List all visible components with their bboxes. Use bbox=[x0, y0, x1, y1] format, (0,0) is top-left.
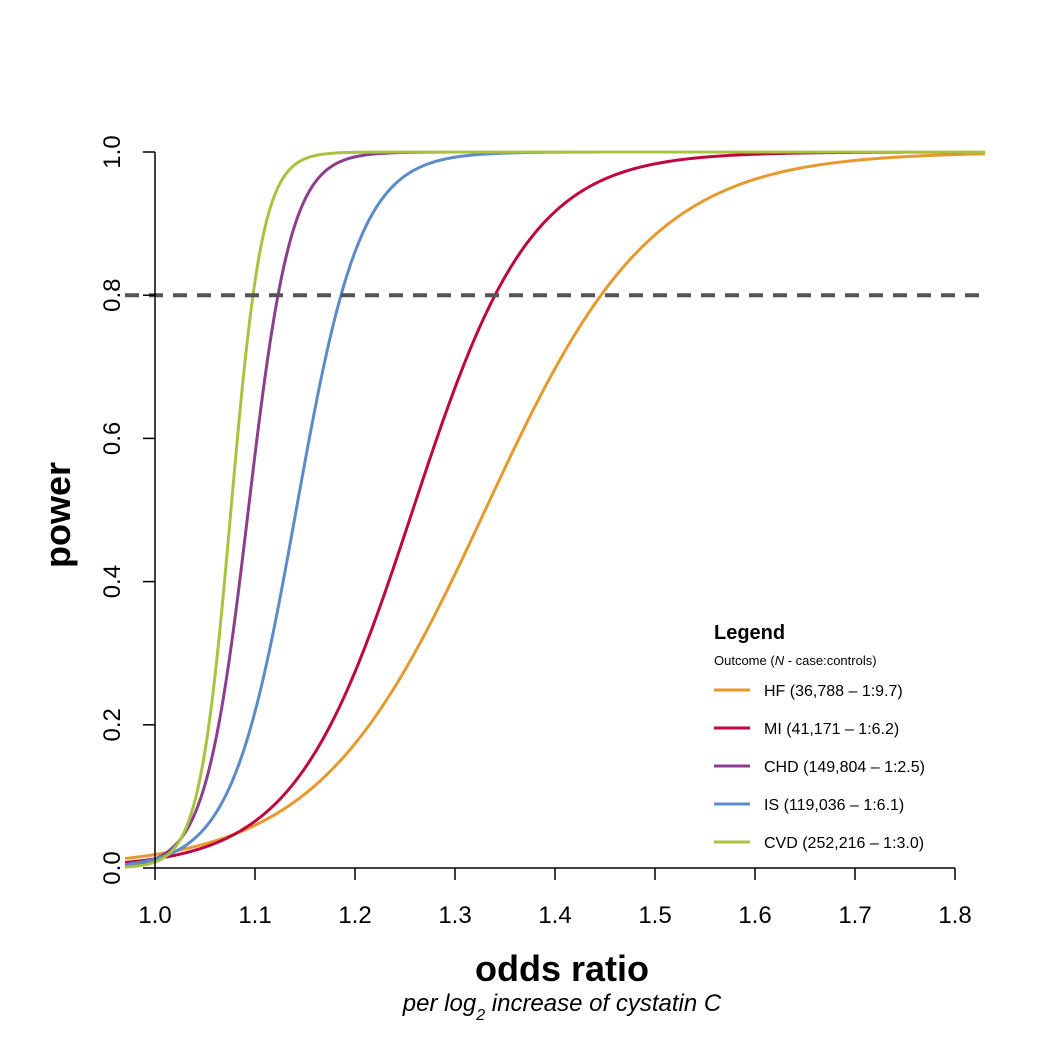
series-line-0 bbox=[124, 152, 986, 861]
x-axis-ticks: 1.0 1.1 1.2 1.3 1.4 1.5 1.6 1.7 1.8 bbox=[138, 868, 972, 929]
x-tick-label: 1.2 bbox=[338, 902, 371, 929]
x-axis-sublabel-subscript: 2 bbox=[475, 1007, 485, 1024]
legend-entry-label: IS (119,036 – 1:6.1) bbox=[764, 797, 904, 814]
series-line-4 bbox=[124, 150, 985, 869]
x-tick-label: 1.7 bbox=[838, 902, 871, 929]
legend-entry: MI (41,171 – 1:6.2) bbox=[714, 721, 899, 738]
legend-entries: HF (36,788 – 1:9.7) MI (41,171 – 1:6.2) CH… bbox=[714, 683, 925, 852]
y-axis-label: power bbox=[37, 462, 78, 568]
legend-subtitle-suffix: - case:controls) bbox=[784, 653, 876, 668]
series-line-3 bbox=[124, 150, 985, 866]
series-line-1 bbox=[124, 150, 985, 864]
plot-area bbox=[124, 150, 986, 869]
x-tick-label: 1.3 bbox=[438, 902, 471, 929]
x-tick-label: 1.0 bbox=[138, 902, 171, 929]
x-axis-sublabel: per log2 increase of cystatin C bbox=[402, 990, 722, 1024]
legend-subtitle-italic: N bbox=[775, 653, 785, 668]
y-tick-label: 0.8 bbox=[99, 279, 126, 312]
legend: Legend Outcome (N - case:controls) HF (3… bbox=[714, 622, 925, 852]
legend-subtitle-prefix: Outcome ( bbox=[714, 653, 775, 668]
y-tick-label: 0.2 bbox=[99, 708, 126, 741]
legend-entry-label: MI (41,171 – 1:6.2) bbox=[764, 721, 899, 738]
legend-title: Legend bbox=[714, 622, 785, 644]
x-axis-sublabel-prefix: per log bbox=[402, 990, 477, 1017]
x-tick-label: 1.8 bbox=[938, 902, 971, 929]
legend-entry: HF (36,788 – 1:9.7) bbox=[714, 683, 903, 700]
legend-entry-label: CHD (149,804 – 1:2.5) bbox=[764, 759, 925, 776]
y-tick-label: 1.0 bbox=[99, 135, 126, 168]
legend-entry: IS (119,036 – 1:6.1) bbox=[714, 797, 904, 814]
y-tick-label: 0.0 bbox=[99, 851, 126, 884]
y-tick-label: 0.4 bbox=[99, 565, 126, 598]
x-tick-label: 1.4 bbox=[538, 902, 571, 929]
legend-entry-label: HF (36,788 – 1:9.7) bbox=[764, 683, 903, 700]
x-tick-label: 1.1 bbox=[238, 902, 271, 929]
legend-subtitle: Outcome (N - case:controls) bbox=[714, 653, 877, 668]
legend-entry: CVD (252,216 – 1:3.0) bbox=[714, 835, 924, 852]
x-axis-label: odds ratio bbox=[475, 948, 649, 989]
legend-entry-label: CVD (252,216 – 1:3.0) bbox=[764, 835, 924, 852]
x-tick-label: 1.5 bbox=[638, 902, 671, 929]
x-axis-sublabel-suffix: increase of cystatin C bbox=[485, 990, 722, 1017]
axes: 1.0 1.1 1.2 1.3 1.4 1.5 1.6 1.7 1.8 0.0 0.2 0.4 0.6… bbox=[99, 135, 972, 929]
x-tick-label: 1.6 bbox=[738, 902, 771, 929]
y-tick-label: 0.6 bbox=[99, 422, 126, 455]
y-axis-ticks: 0.0 0.2 0.4 0.6 0.8 1.0 bbox=[99, 135, 155, 885]
legend-entry: CHD (149,804 – 1:2.5) bbox=[714, 759, 925, 776]
